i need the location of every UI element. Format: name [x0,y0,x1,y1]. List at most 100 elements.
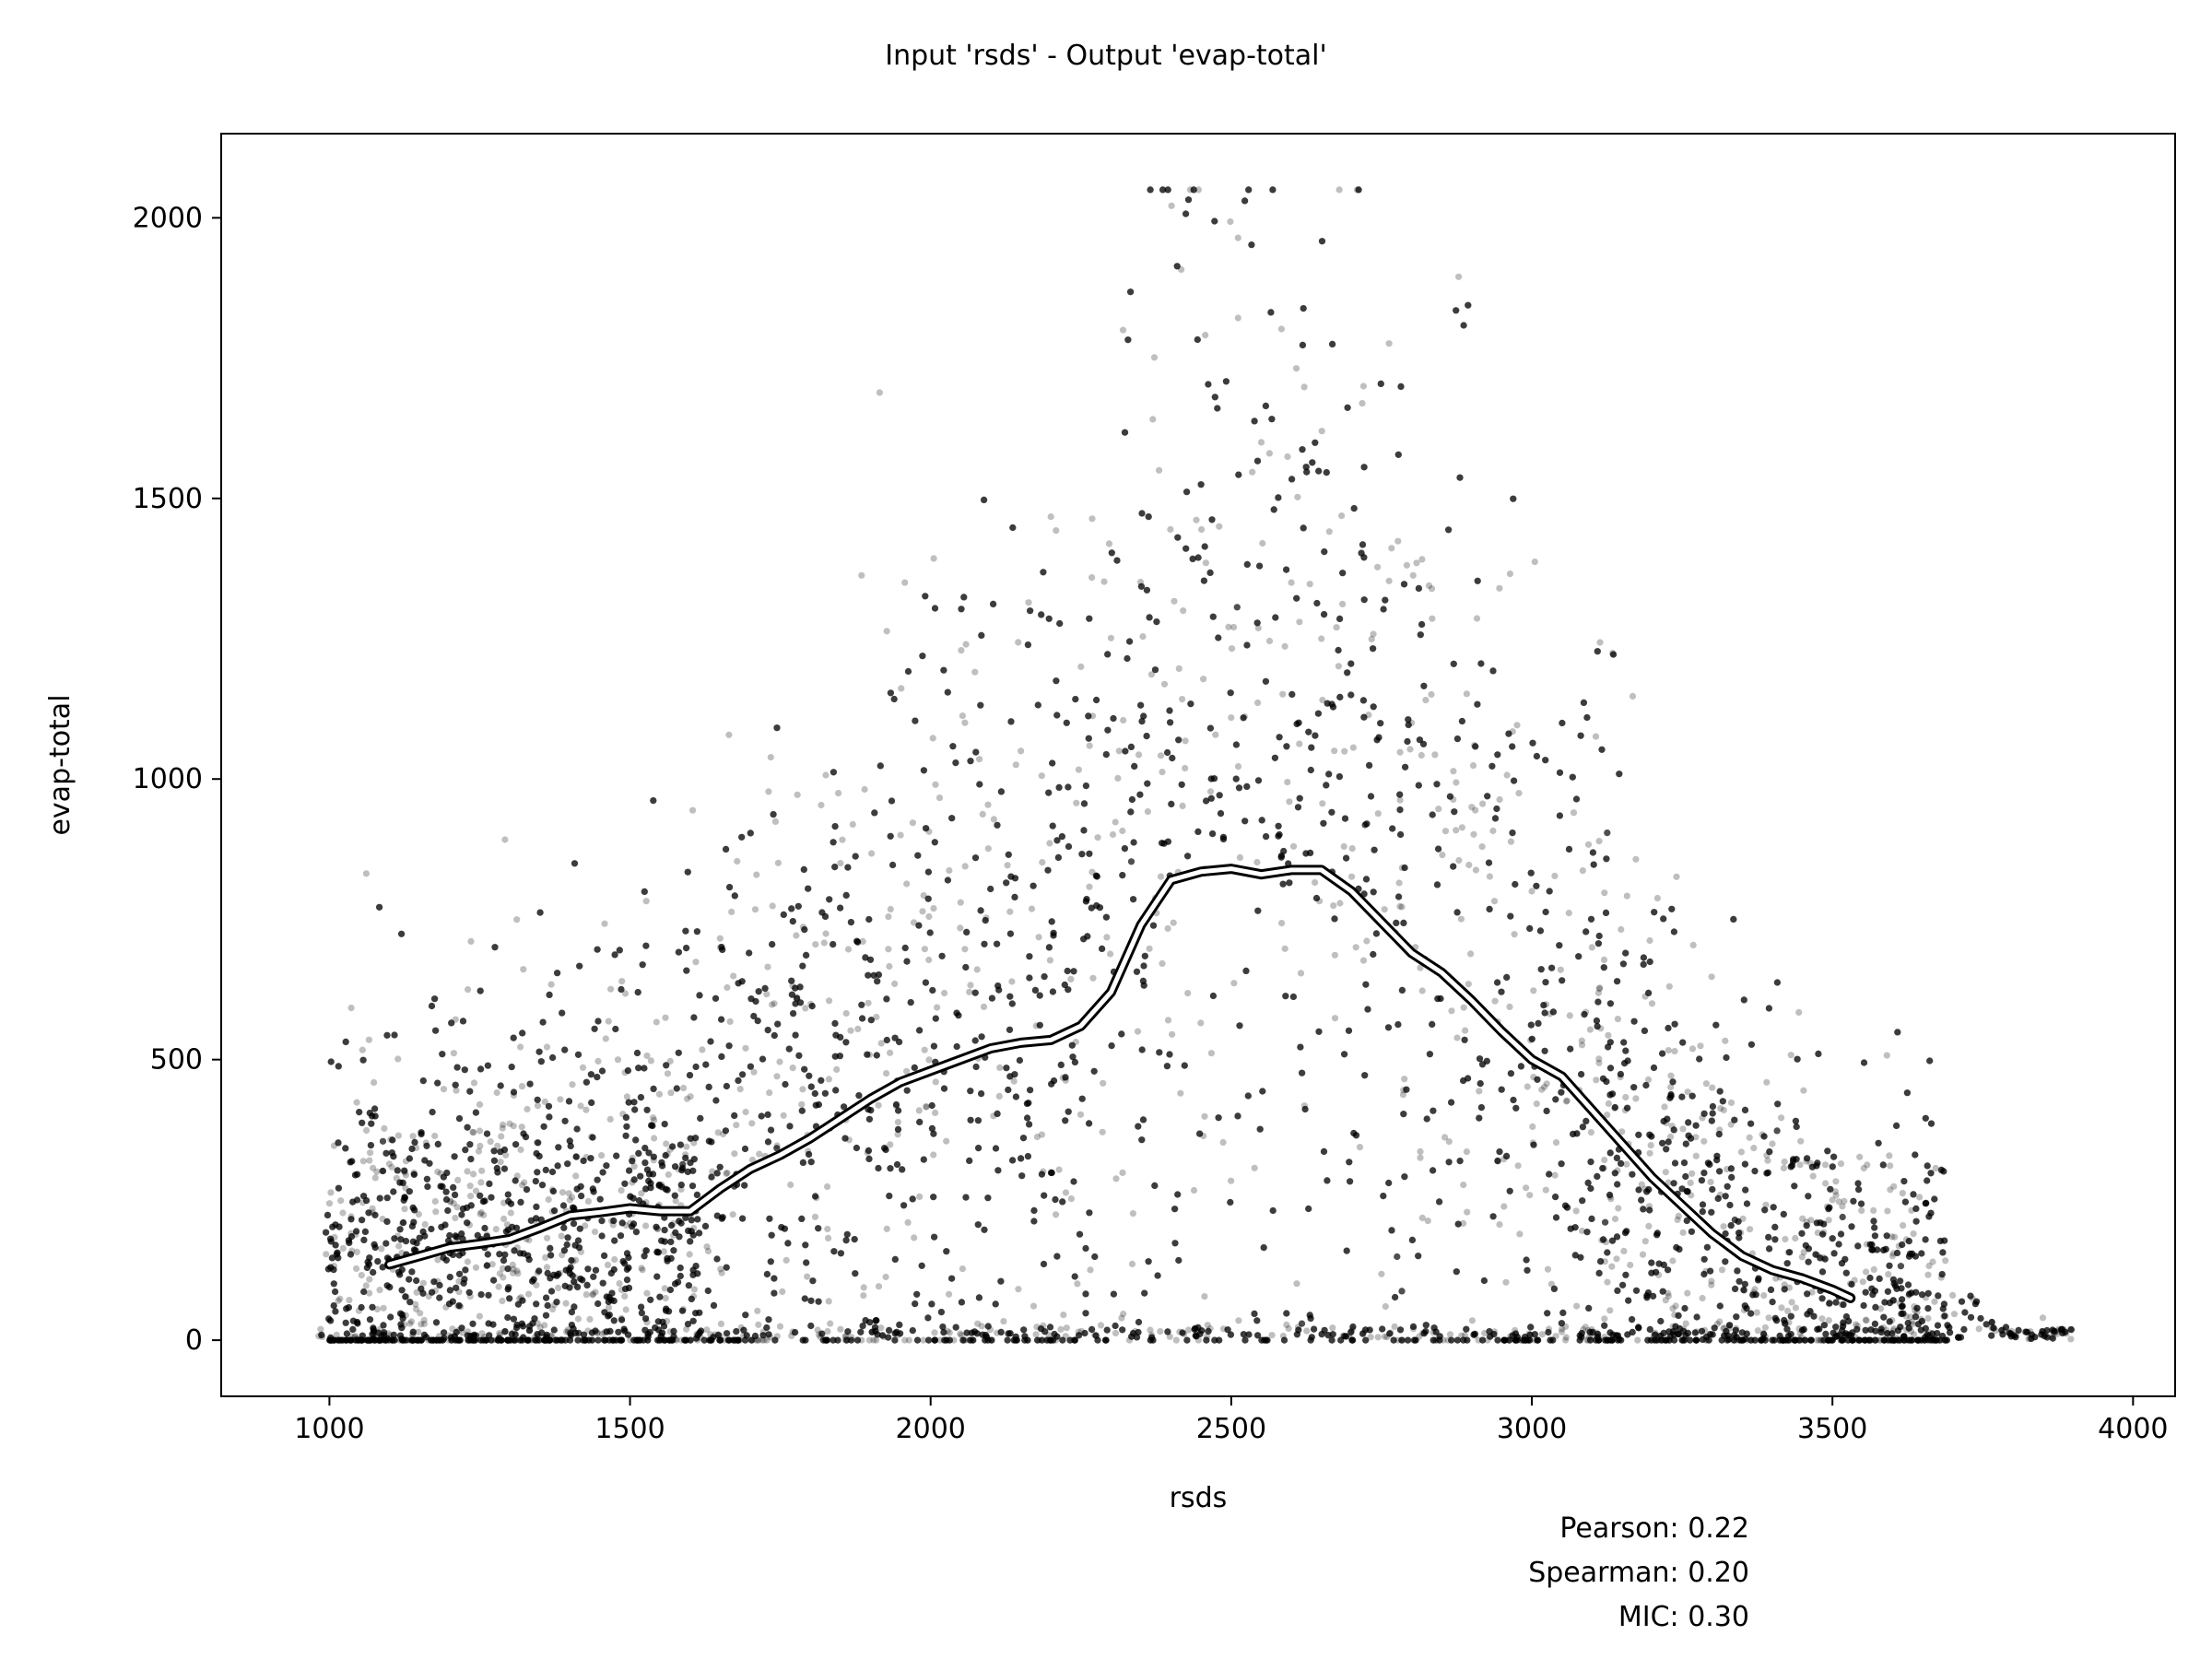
scatter-point [1201,1293,1208,1300]
scatter-point [1822,1180,1830,1187]
scatter-point [607,985,615,993]
scatter-point [1265,450,1273,457]
scatter-point [415,1210,422,1218]
scatter-point [1509,728,1516,735]
scatter-point [639,1266,646,1274]
scatter-point [650,1157,657,1164]
scatter-point [1889,1250,1897,1257]
scatter-point [1164,924,1171,933]
scatter-point [1283,1321,1290,1328]
scatter-point [629,1154,636,1161]
scatter-point [1203,1333,1211,1340]
scatter-point [1818,1336,1825,1344]
scatter-point [1077,1111,1085,1118]
scatter-point [1814,1230,1821,1237]
scatter-point [1385,340,1393,347]
scatter-point [1598,1237,1606,1244]
scatter-point [1716,1191,1724,1198]
scatter-point [1279,690,1287,698]
scatter-point [1570,809,1578,817]
scatter-point [1798,1336,1806,1344]
scatter-point [643,1289,651,1297]
scatter-point [1094,834,1101,841]
scatter-point [353,1099,360,1106]
scatter-point [503,1221,512,1229]
scatter-point [1462,1027,1469,1034]
scatter-point [1802,1336,1809,1344]
scatter-point [454,1336,462,1344]
scatter-point [1277,325,1285,333]
scatter-point [1862,1316,1869,1324]
scatter-point [453,1204,461,1211]
scatter-point [932,781,939,788]
scatter-point [412,1300,419,1308]
scatter-point [842,1332,850,1339]
scatter-point [764,963,771,971]
scatter-point [1750,1288,1758,1296]
scatter-point [1512,1326,1519,1334]
scatter-point [699,1046,706,1053]
scatter-point [480,1211,488,1218]
scatter-point [720,1130,727,1138]
scatter-point [1360,1329,1368,1336]
scatter-point [342,1336,349,1344]
scatter-point [1446,1331,1454,1338]
scatter-point [2012,1331,2019,1338]
scatter-point [1877,1336,1885,1344]
scatter-point [957,1330,964,1337]
scatter-point [1425,582,1433,590]
scatter-point [1552,1333,1559,1340]
scatter-point [1899,1190,1906,1197]
scatter-point [1593,1329,1600,1336]
scatter-point [773,1333,781,1340]
scatter-point [1033,1133,1041,1141]
scatter-point [880,1333,888,1340]
scatter-point [911,1234,918,1241]
scatter-point [799,1086,806,1093]
scatter-point [718,1269,725,1277]
scatter-point [725,731,733,738]
scatter-point [765,788,772,795]
scatter-point [750,1068,758,1076]
scatter-point [1465,981,1472,988]
scatter-point [946,1290,953,1298]
scatter-point [470,1129,477,1136]
scatter-point [618,1314,625,1322]
scatter-point [605,1304,613,1312]
scatter-point [618,978,626,985]
scatter-point [1641,1238,1649,1245]
scatter-point [1653,894,1661,902]
scatter-point [1112,1329,1120,1337]
scatter-point [455,1288,463,1296]
scatter-point [1551,872,1559,880]
scatter-point [1888,1336,1896,1344]
scatter-point [1359,400,1366,407]
scatter-point [1206,1324,1214,1333]
scatter-point [967,982,974,989]
scatter-point [1099,945,1106,952]
scatter-point [673,1336,680,1344]
scatter-point [734,857,741,865]
scatter-point [891,980,899,987]
scatter-point [773,1073,781,1080]
scatter-point [602,1035,609,1042]
scatter-point [564,1326,571,1334]
scatter-point [1890,1325,1898,1333]
scatter-point [1688,1045,1697,1053]
scatter-point [1506,1003,1513,1010]
scatter-point [864,1149,871,1157]
scatter-point [901,579,909,586]
scatter-point [1507,1333,1514,1340]
scatter-point [378,1167,386,1175]
scatter-point [848,1334,855,1341]
scatter-point [2048,1333,2055,1340]
scatter-point [1194,1336,1202,1344]
scatter-point [368,1336,375,1344]
scatter-point [541,1322,548,1329]
scatter-point [789,982,796,990]
scatter-point [1057,1325,1065,1333]
scatter-point [1679,1336,1688,1344]
scatter-point [1846,1280,1854,1288]
scatter-point [1597,1025,1605,1032]
scatter-point [366,1157,373,1164]
